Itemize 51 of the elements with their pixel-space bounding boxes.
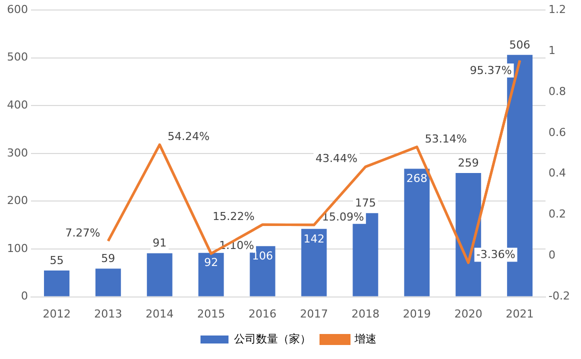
x-tick-label: 2017 [300,307,328,320]
data-label: 259 [458,156,479,170]
bar [404,168,430,296]
y-tick-label: 400 [6,98,28,112]
y2-tick-label: 0.8 [548,84,566,98]
data-label: 7.27% [65,226,100,240]
x-tick-label: 2016 [248,307,277,320]
x-tick-label: 2020 [454,307,482,320]
data-label: 43.44% [316,152,358,166]
bar [198,252,224,296]
y-tick-label: 300 [6,146,28,160]
data-label: 54.24% [168,130,210,144]
bar [146,253,172,296]
data-label: -3.36% [476,248,516,262]
data-label: 142 [303,232,324,246]
data-label: 175 [354,196,376,210]
x-tick-label: 2015 [197,307,226,320]
data-label: 55 [50,254,64,267]
x-tick-label: 2013 [94,307,122,320]
data-label: 59 [101,252,116,265]
data-label: 91 [152,236,167,250]
data-label: 106 [252,249,274,262]
y2-tick-label: 0.6 [548,126,566,139]
y-tick-label: 600 [6,2,28,16]
bar [44,270,70,296]
y2-tick-label: -0.2 [548,290,570,303]
y-tick-label: 100 [6,242,28,255]
legend-label: 增速 [354,332,376,346]
y-tick-label: 500 [6,50,28,64]
x-tick-label: 2014 [146,307,174,320]
data-label: 268 [406,172,428,186]
y-tick-label: 200 [6,194,28,208]
data-label: 95.37% [470,64,512,77]
y2-tick-label: 1.2 [548,2,566,16]
data-label: 506 [509,38,530,52]
y2-tick-label: 1 [548,44,556,57]
x-tick-label: 2019 [402,307,431,320]
y-tick-label: 0 [20,290,28,303]
data-label: 92 [204,256,218,270]
data-label: 15.22% [212,210,255,224]
x-tick-label: 2018 [351,307,380,320]
x-tick-label: 2021 [506,307,534,320]
y2-tick-label: 0 [548,248,556,262]
bar [301,228,327,296]
y2-tick-label: 0.2 [548,208,566,221]
x-tick-label: 2012 [42,307,71,320]
data-label: 53.14% [424,132,467,146]
y2-tick-label: 0.4 [548,166,566,180]
legend-label: 公司数量（家） [234,332,311,346]
data-label: 15.09% [322,210,364,224]
bar [95,268,121,296]
